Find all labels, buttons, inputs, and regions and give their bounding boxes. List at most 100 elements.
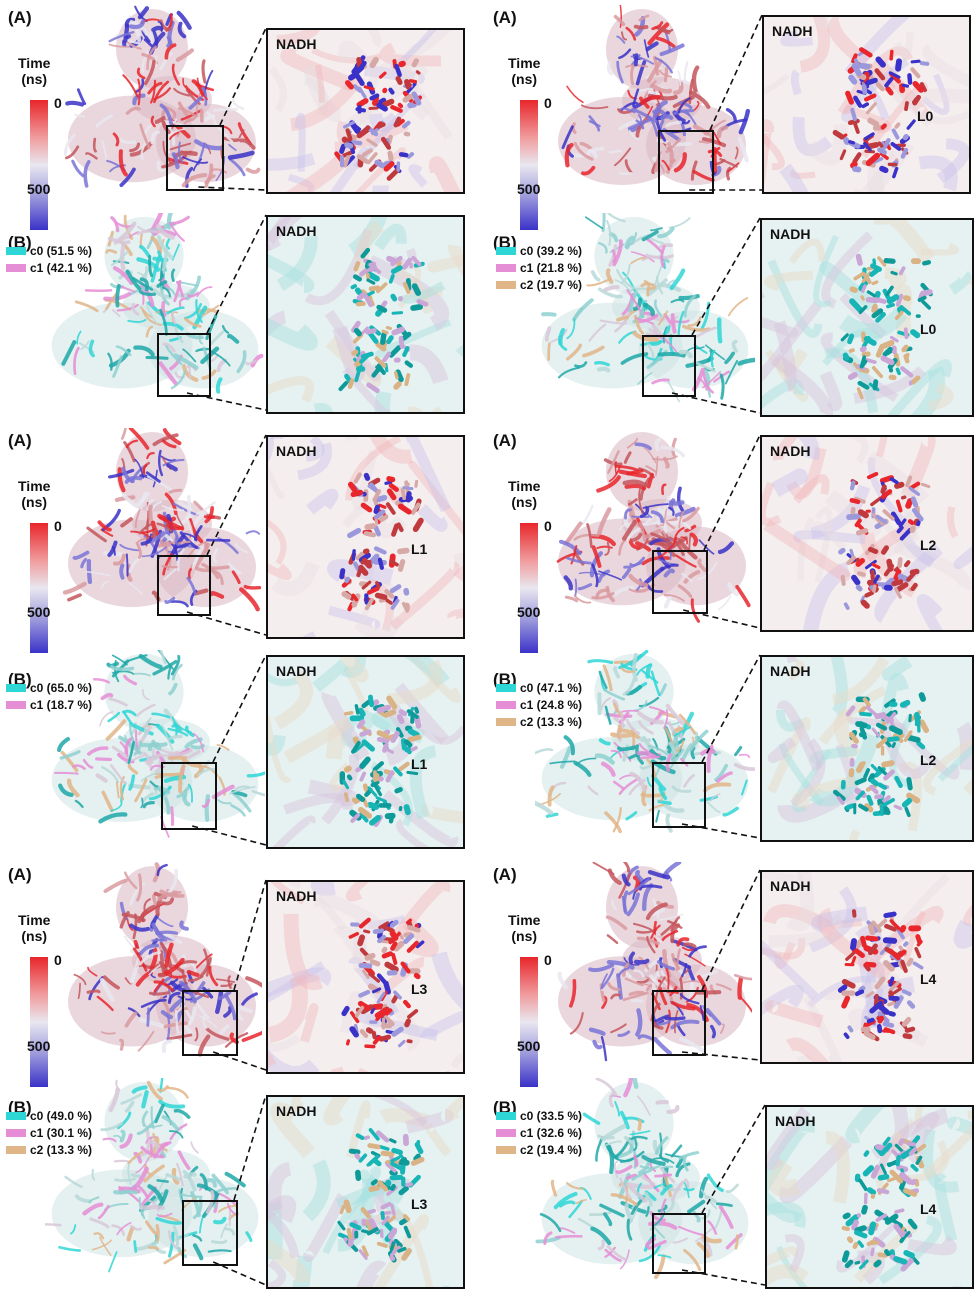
inset-title: NADH	[276, 36, 317, 52]
ligand-close-up-image	[762, 872, 972, 1062]
legend-swatch	[496, 701, 516, 709]
zoom-inset: NADH	[266, 215, 465, 414]
zoom-region-box	[161, 762, 217, 830]
zoom-inset: NADH L2	[760, 435, 974, 632]
colorbar-min-label: 500	[517, 181, 541, 197]
legend-text: c0 (39.2 %)	[520, 244, 583, 258]
legend-swatch	[6, 1112, 26, 1120]
cluster-legend: c0 (49.0 %) c1 (30.1 %) c2 (13.3 %)	[6, 1108, 92, 1159]
zoom-inset: NADH L1	[266, 655, 465, 849]
legend-entry: c1 (30.1 %)	[6, 1125, 92, 1141]
legend-text: c0 (33.5 %)	[520, 1109, 583, 1123]
zoom-inset: NADH L4	[760, 870, 974, 1064]
legend-entry: c0 (65.0 %)	[6, 680, 92, 696]
protein-structure-image	[63, 5, 261, 188]
time-colorbar	[30, 523, 48, 653]
cluster-legend: c0 (51.5 %) c1 (42.1 %)	[6, 243, 92, 277]
inset-title: NADH	[775, 1113, 816, 1129]
ligand-close-up-image	[268, 437, 463, 637]
legend-text: c1 (21.8 %)	[520, 261, 583, 275]
zoom-inset: NADH L3	[266, 880, 465, 1074]
legend-entry: c1 (18.7 %)	[6, 697, 92, 713]
time-label: Time (ns)	[508, 55, 541, 87]
protein-structure-image	[535, 1078, 749, 1280]
ligand-close-up-image	[767, 657, 972, 840]
legend-swatch	[496, 718, 516, 726]
panel-label: (A)	[493, 8, 517, 27]
zoom-inset: NADH L0	[762, 15, 971, 194]
legend-entry: c2 (19.7 %)	[496, 277, 582, 293]
zoom-region-box	[652, 990, 706, 1056]
inset-title: NADH	[770, 878, 811, 894]
ligand-close-up-image	[762, 220, 972, 415]
ligand-close-up-image	[764, 17, 969, 192]
inset-title: NADH	[276, 223, 317, 239]
cluster-legend: c0 (33.5 %) c1 (32.6 %) c2 (19.4 %)	[496, 1108, 582, 1159]
zoom-inset: NADH L4	[765, 1105, 974, 1289]
inset-title: NADH	[770, 663, 811, 679]
legend-text: c1 (30.1 %)	[30, 1126, 93, 1140]
ligand-close-up-image	[268, 217, 463, 412]
zoom-region-box	[652, 550, 708, 614]
time-colorbar	[520, 523, 538, 653]
legend-swatch	[496, 281, 516, 289]
legend-swatch	[6, 1146, 26, 1154]
cluster-legend: c0 (39.2 %) c1 (21.8 %) c2 (19.7 %)	[496, 243, 582, 294]
legend-text: c2 (13.3 %)	[30, 1143, 93, 1157]
protein-structure-image	[541, 213, 755, 403]
legend-swatch	[6, 1129, 26, 1137]
colorbar-min-label: 500	[27, 1038, 51, 1054]
legend-text: c1 (24.8 %)	[520, 698, 583, 712]
inset-title: NADH	[276, 1103, 317, 1119]
legend-text: c2 (13.3 %)	[520, 715, 583, 729]
legend-entry: c2 (13.3 %)	[496, 714, 582, 730]
inset-title: NADH	[276, 888, 317, 904]
colorbar-max-label: 0	[544, 952, 552, 968]
legend-text: c1 (32.6 %)	[520, 1126, 583, 1140]
inset-title: NADH	[276, 443, 317, 459]
legend-entry: c2 (13.3 %)	[6, 1142, 92, 1158]
panel-label: (A)	[493, 431, 517, 450]
legend-entry: c0 (39.2 %)	[496, 243, 582, 259]
panel-label: (A)	[8, 8, 32, 27]
zoom-inset: NADH L0	[760, 218, 974, 417]
legend-swatch	[496, 1112, 516, 1120]
inset-title: NADH	[770, 443, 811, 459]
zoom-region-box	[642, 335, 696, 397]
legend-text: c1 (18.7 %)	[30, 698, 93, 712]
ligand-close-up-image	[268, 1097, 463, 1287]
inset-title: NADH	[770, 226, 811, 242]
panel-label: (A)	[493, 865, 517, 884]
zoom-inset: NADH	[266, 28, 465, 194]
time-colorbar	[30, 100, 48, 230]
legend-entry: c2 (19.4 %)	[496, 1142, 582, 1158]
ligand-close-up-image	[268, 30, 461, 192]
inset-title: NADH	[276, 663, 317, 679]
time-label: Time (ns)	[508, 478, 541, 510]
time-label: Time (ns)	[18, 55, 51, 87]
colorbar-min-label: 500	[517, 1038, 541, 1054]
zoom-region-box	[652, 1213, 706, 1274]
legend-text: c0 (49.0 %)	[30, 1109, 93, 1123]
ligand-label: L1	[411, 541, 428, 557]
legend-swatch	[6, 264, 26, 272]
ligand-label: L2	[920, 752, 937, 769]
ligand-close-up-image	[767, 1107, 972, 1287]
legend-swatch	[6, 247, 26, 255]
panel-label: (A)	[8, 431, 32, 450]
zoom-region-box	[157, 555, 211, 616]
legend-swatch	[496, 247, 516, 255]
ligand-close-up-image	[762, 437, 972, 630]
time-label: Time (ns)	[508, 912, 541, 944]
zoom-region-box	[182, 990, 238, 1056]
colorbar-min-label: 500	[517, 604, 541, 620]
time-colorbar	[520, 100, 538, 230]
protein-structure-image	[62, 428, 262, 612]
legend-swatch	[496, 684, 516, 692]
time-colorbar	[30, 957, 48, 1087]
ligand-label: L0	[917, 108, 934, 124]
ligand-close-up-image	[268, 882, 463, 1072]
protein-structure-image	[556, 431, 751, 623]
legend-entry: c0 (33.5 %)	[496, 1108, 582, 1124]
legend-text: c0 (47.1 %)	[520, 681, 583, 695]
